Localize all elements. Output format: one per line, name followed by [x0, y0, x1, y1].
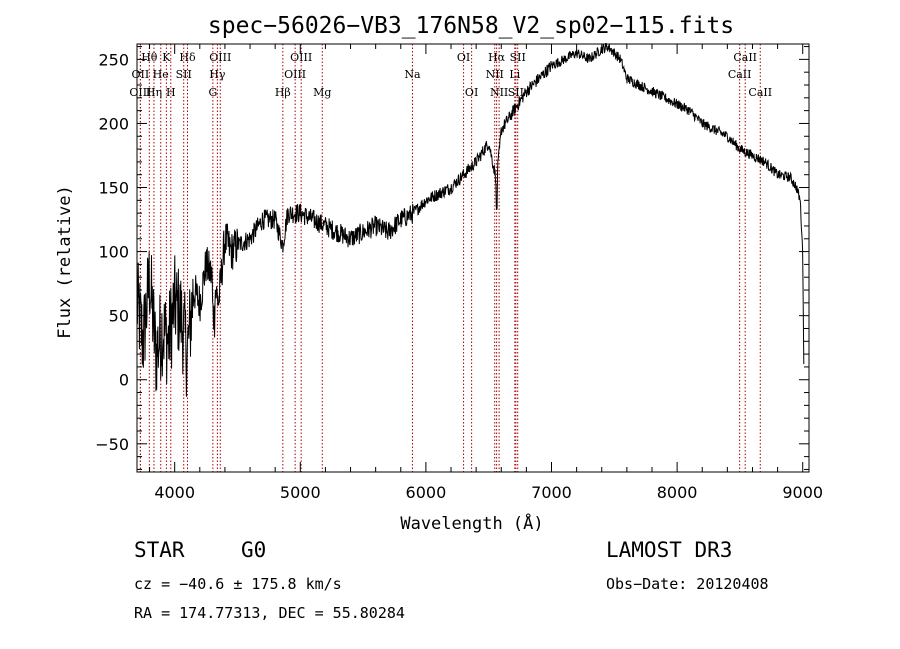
- line-label-24: SII: [508, 86, 524, 99]
- x-axis-ticks: 4000 5000 6000 7000 8000 9000: [149, 44, 823, 502]
- line-label-22: Li: [509, 68, 520, 81]
- line-label-27: CaII: [748, 86, 772, 99]
- line-label-9: OIII: [209, 51, 231, 64]
- line-label-25: CaII: [733, 51, 757, 64]
- line-label-12: Hβ: [275, 86, 291, 99]
- line-label-16: Na: [404, 68, 421, 81]
- line-label-18: OI: [465, 86, 478, 99]
- object-class: STAR: [134, 538, 185, 562]
- line-label-11: G: [208, 86, 217, 99]
- line-label-6: SII: [176, 68, 192, 81]
- line-label-23: NII: [490, 86, 508, 99]
- line-label-21: NII: [486, 68, 504, 81]
- line-label-1: OII: [132, 68, 150, 81]
- y-tick-label-5: 200: [98, 114, 129, 133]
- line-label-10: Hγ: [209, 68, 226, 81]
- chart-title: spec−56026−VB3_176N58_V2_sp02−115.fits: [208, 13, 734, 39]
- x-tick-label-1: 5000: [280, 483, 321, 502]
- line-label-3: He: [153, 68, 169, 81]
- line-label-14: OIII: [284, 68, 306, 81]
- y-tick-label-3: 100: [98, 243, 129, 262]
- line-label-2: OIII: [129, 86, 151, 99]
- x-tick-label-0: 4000: [154, 483, 195, 502]
- line-label-17: OI: [457, 51, 470, 64]
- y-axis-label: Flux (relative): [55, 185, 75, 339]
- observation-date: Obs−Date: 20120408: [606, 575, 769, 593]
- spectral-line-markers: [139, 44, 761, 472]
- x-tick-label-4: 8000: [657, 483, 698, 502]
- y-tick-label-0: −50: [95, 435, 129, 454]
- line-label-5: K: [162, 51, 171, 64]
- line-label-20: SII: [510, 51, 526, 64]
- y-tick-label-2: 50: [109, 307, 129, 326]
- x-tick-label-2: 6000: [406, 483, 447, 502]
- survey-name: LAMOST DR3: [606, 538, 733, 562]
- line-label-4: Hη: [146, 86, 162, 99]
- line-label-13: OIII: [290, 51, 312, 64]
- x-tick-label-3: 7000: [531, 483, 572, 502]
- x-tick-label-5: 9000: [782, 483, 823, 502]
- line-label-19: Hα: [488, 51, 506, 64]
- y-axis-ticks: −50 0 50 100 150 200 250: [95, 46, 809, 470]
- plot-frame: [136, 43, 810, 473]
- object-subclass: G0: [241, 538, 267, 562]
- spectrum-line: [136, 42, 805, 397]
- line-label-26: CaII: [728, 68, 752, 81]
- y-tick-label-4: 150: [98, 179, 129, 198]
- line-label-15: Mg: [313, 86, 331, 99]
- line-label-0: Hθ: [141, 51, 158, 64]
- y-tick-label-1: 0: [119, 371, 129, 390]
- line-label-8: Hδ: [179, 51, 196, 64]
- redshift-velocity: cz = −40.6 ± 175.8 km/s: [134, 575, 342, 593]
- x-axis-label: Wavelength (Å): [400, 512, 543, 534]
- y-tick-label-6: 250: [98, 50, 129, 69]
- coordinates: RA = 174.77313, DEC = 55.80284: [134, 604, 405, 622]
- line-label-7: H: [166, 86, 176, 99]
